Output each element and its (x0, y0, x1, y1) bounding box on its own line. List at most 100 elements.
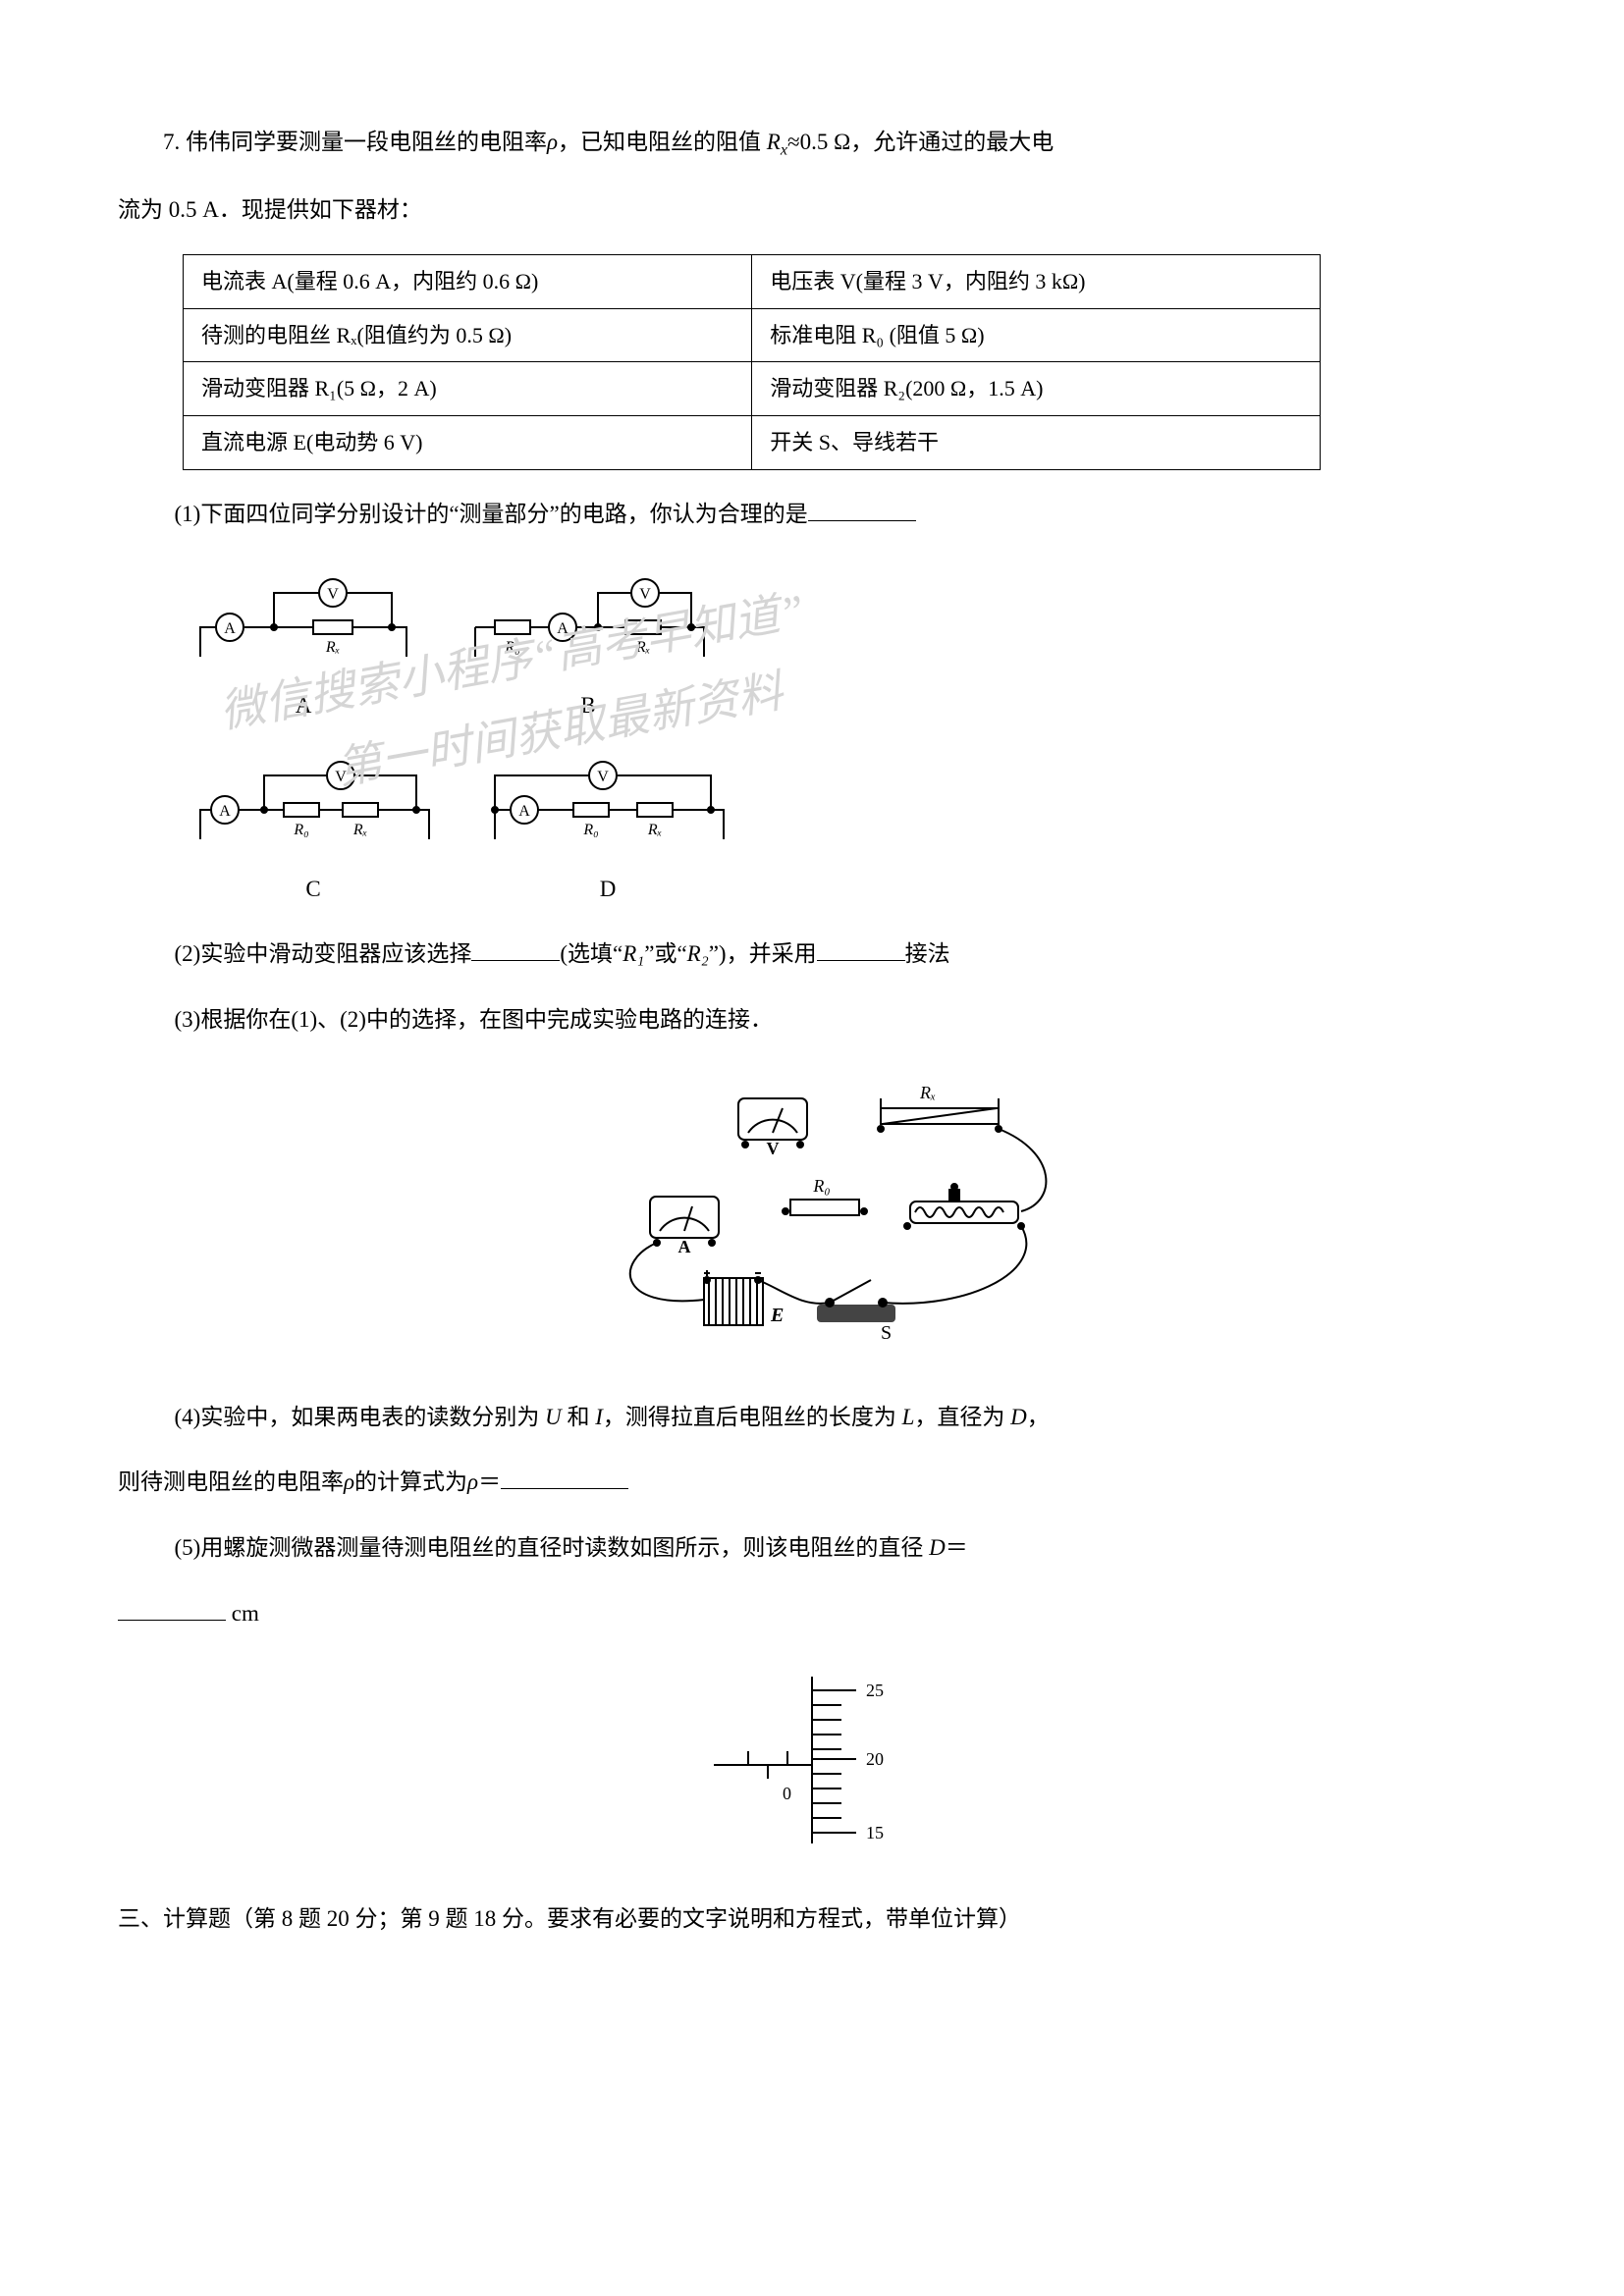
table-row: 待测的电阻丝 Rₓ(阻值约为 0.5 Ω) 标准电阻 R₀ (阻值 5 Ω) (184, 308, 1321, 362)
svg-text:A: A (219, 803, 231, 820)
q7-p5-eq: ＝ (946, 1535, 968, 1560)
eq-cell: 电流表 A(量程 0.6 A，内阻约 0.6 Ω) (184, 254, 752, 308)
circuit-B-svg: R₀ A V Rₓ (460, 559, 716, 667)
svg-text:V: V (639, 586, 651, 603)
q7-p2-r2: R₂ (687, 941, 709, 966)
svg-text:Rₓ: Rₓ (325, 639, 340, 656)
q7-stem-a: 伟伟同学要测量一段电阻丝的电阻率 (186, 130, 547, 154)
thimble-25: 25 (866, 1681, 884, 1700)
q7-p4-e: 则待测电阻丝的电阻率 (118, 1469, 344, 1494)
svg-text:V: V (767, 1139, 780, 1158)
q7-rho: ρ (547, 130, 558, 154)
table-row: 电流表 A(量程 0.6 A，内阻约 0.6 Ω) 电压表 V(量程 3 V，内… (184, 254, 1321, 308)
q7-stem-line2: 流为 0.5 A．现提供如下器材： (118, 188, 1506, 232)
circuit-row-1: A V Rₓ A R₀ A (186, 559, 1506, 727)
thimble-15: 15 (866, 1823, 884, 1842)
micrometer-wrap: 0 25 20 15 (118, 1657, 1506, 1868)
svg-text:A: A (518, 803, 530, 820)
svg-text:A: A (678, 1237, 691, 1256)
q7-p4-f: 的计算式为 (354, 1469, 467, 1494)
q7-stem-b: ，已知电阻丝的阻值 (558, 130, 767, 154)
svg-text:A: A (557, 620, 568, 637)
q7-part4-line1: (4)实验中，如果两电表的读数分别为 U 和 I，测得拉直后电阻丝的长度为 L ，… (118, 1396, 1506, 1439)
q7-p5-unit: cm (226, 1601, 259, 1626)
blank-p2-1[interactable] (471, 937, 560, 961)
blank-p2-2[interactable] (817, 937, 905, 961)
thimble-20: 20 (866, 1749, 884, 1769)
page: 微信搜索小程序“高考早知道” 第一时间获取最新资料 7. 伟伟同学要测量一段电阻… (0, 0, 1624, 2296)
circuit-label-A: A (186, 684, 421, 727)
q7-part3: (3)根据你在(1)、(2)中的选择，在图中完成实验电路的连接． (118, 998, 1506, 1041)
q7-part1: (1)下面四位同学分别设计的“测量部分”的电路，你认为合理的是 (118, 493, 1506, 536)
q7-p4-rho2: ρ (467, 1469, 478, 1494)
q7-p2-r1: R₁ (623, 941, 644, 966)
micrometer-svg: 0 25 20 15 (694, 1657, 930, 1853)
apparatus-svg: V A Rₓ R₀ (557, 1064, 1067, 1359)
eq-cell: 滑动变阻器 R₁(5 Ω，2 A) (184, 362, 752, 416)
circuit-B-box: R₀ A V Rₓ B (460, 559, 716, 727)
table-row: 滑动变阻器 R₁(5 Ω，2 A) 滑动变阻器 R₂(200 Ω，1.5 A) (184, 362, 1321, 416)
svg-text:R₀: R₀ (812, 1176, 830, 1196)
eq-cell: 滑动变阻器 R₂(200 Ω，1.5 A) (752, 362, 1321, 416)
q7-p2-b: (选填“ (560, 941, 623, 966)
q7-p4-eq: ＝ (478, 1469, 501, 1494)
q7-part5-line1: (5)用螺旋测微器测量待测电阻丝的直径时读数如图所示，则该电阻丝的直径 D＝ (118, 1526, 1506, 1570)
circuit-A-box: A V Rₓ A (186, 559, 421, 727)
svg-text:R₀: R₀ (293, 822, 308, 838)
q7-part4-line2: 则待测电阻丝的电阻率ρ的计算式为ρ＝ (118, 1461, 1506, 1504)
svg-text:A: A (224, 620, 236, 637)
svg-text:Rₓ: Rₓ (647, 822, 662, 838)
q7-p4-b: ，测得拉直后电阻丝的长度为 (603, 1405, 902, 1429)
svg-text:R₀: R₀ (582, 822, 598, 838)
q7-p4-rho: ρ (344, 1469, 354, 1494)
table-row: 直流电源 E(电动势 6 V) 开关 S、导线若干 (184, 416, 1321, 470)
svg-text:Rₓ: Rₓ (635, 639, 650, 656)
svg-text:E: E (770, 1305, 784, 1326)
q7-part5-line2: cm (118, 1592, 1506, 1635)
circuit-row-2: A V R₀ Rₓ C V A (186, 741, 1506, 910)
blank-p4[interactable] (501, 1466, 628, 1489)
q7-part2: (2)实验中滑动变阻器应该选择(选填“R₁”或“R₂”)，并采用接法 (118, 933, 1506, 976)
q7-p4-I: I (595, 1405, 603, 1429)
svg-text:S: S (881, 1322, 892, 1344)
circuit-A-svg: A V Rₓ (186, 559, 421, 667)
q7-p4-and: 和 (562, 1405, 596, 1429)
q7-stem-line1: 7. 伟伟同学要测量一段电阻丝的电阻率ρ，已知电阻丝的阻值 Rx≈0.5 Ω，允… (118, 121, 1506, 166)
q7-number: 7. (163, 130, 180, 154)
q7-p2-d: ”)，并采用 (709, 941, 817, 966)
eq-cell: 标准电阻 R₀ (阻值 5 Ω) (752, 308, 1321, 362)
eq-cell: 直流电源 E(电动势 6 V) (184, 416, 752, 470)
micrometer-main-0: 0 (783, 1784, 791, 1803)
q7-p5-a: (5)用螺旋测微器测量待测电阻丝的直径时读数如图所示，则该电阻丝的直径 (175, 1535, 930, 1560)
svg-text:V: V (327, 586, 339, 603)
q7-p4-L: L (902, 1405, 915, 1429)
q7-p4-a: (4)实验中，如果两电表的读数分别为 (175, 1405, 546, 1429)
section3-heading: 三、计算题（第 8 题 20 分；第 9 题 18 分。要求有必要的文字说明和方… (118, 1897, 1506, 1941)
q7-p4-D: D (1010, 1405, 1027, 1429)
svg-text:R₀: R₀ (504, 639, 519, 656)
circuit-label-D: D (480, 868, 735, 911)
blank-p5[interactable] (118, 1597, 226, 1621)
svg-text:V: V (597, 769, 609, 785)
svg-text:Rₓ: Rₓ (919, 1083, 936, 1102)
circuit-label-C: C (186, 868, 441, 911)
circuit-D-svg: V A R₀ Rₓ (480, 741, 735, 849)
q7-p5-D: D (929, 1535, 946, 1560)
circuit-C-box: A V R₀ Rₓ C (186, 741, 441, 910)
circuit-C-svg: A V R₀ Rₓ (186, 741, 441, 849)
equipment-table: 电流表 A(量程 0.6 A，内阻约 0.6 Ω) 电压表 V(量程 3 V，内… (183, 254, 1321, 470)
svg-text:Rₓ: Rₓ (352, 822, 367, 838)
blank-p1[interactable] (808, 498, 916, 521)
q7-rx-approx: ≈0.5 Ω，允许通过的最大电 (787, 130, 1054, 154)
svg-text:V: V (335, 769, 347, 785)
q7-rx-sym: R (767, 130, 781, 154)
eq-cell: 电压表 V(量程 3 V，内阻约 3 kΩ) (752, 254, 1321, 308)
apparatus-diagram-wrap: V A Rₓ R₀ (118, 1064, 1506, 1373)
circuit-D-box: V A R₀ Rₓ D (480, 741, 735, 910)
circuit-label-B: B (460, 684, 716, 727)
q7-rx-sub: x (781, 142, 787, 159)
q7-p4-d: ， (1027, 1405, 1050, 1429)
q7-p4-U: U (545, 1405, 562, 1429)
eq-cell: 待测的电阻丝 Rₓ(阻值约为 0.5 Ω) (184, 308, 752, 362)
q7-p2-c: ”或“ (644, 941, 686, 966)
